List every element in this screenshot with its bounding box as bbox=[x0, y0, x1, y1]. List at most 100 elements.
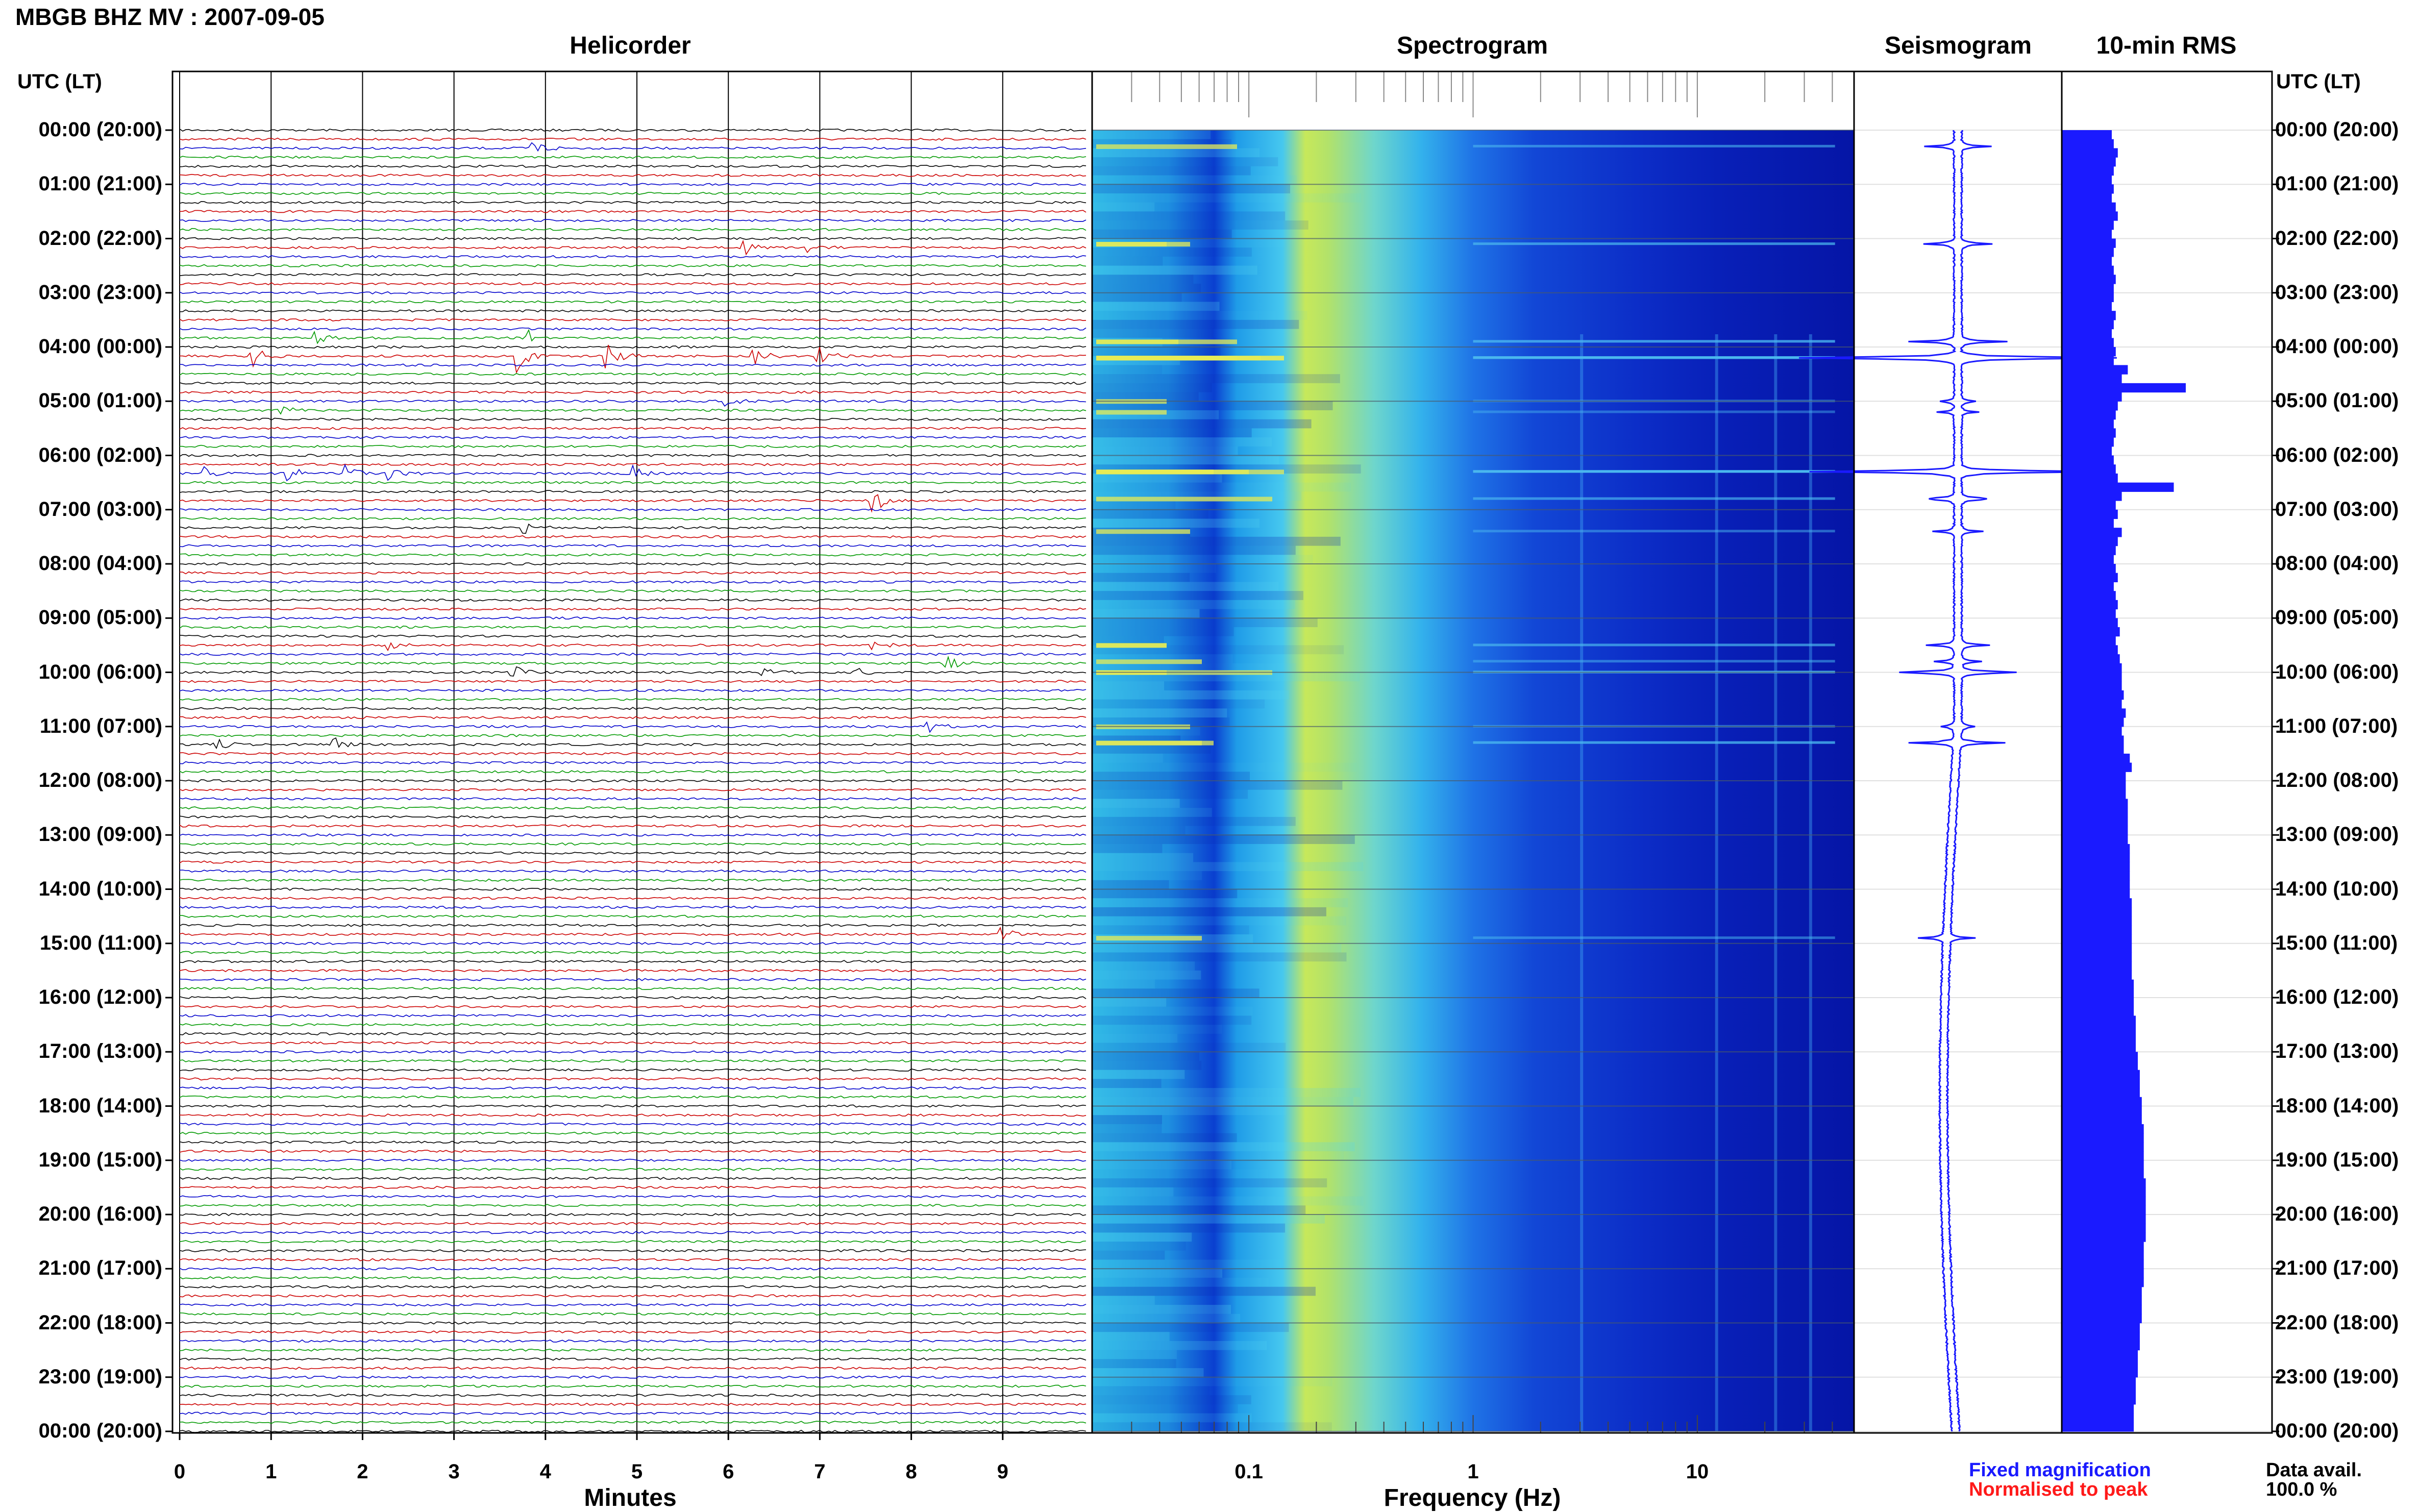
rms-bar bbox=[2062, 374, 2122, 384]
panel-frames bbox=[165, 70, 2279, 1440]
spectrogram-row-band bbox=[1092, 1242, 1186, 1251]
helicorder-trace bbox=[179, 373, 1087, 376]
spectrogram-row-band bbox=[1092, 256, 1163, 266]
helicorder-trace bbox=[179, 508, 1087, 511]
spectrogram-row-band bbox=[1092, 1250, 1165, 1260]
helicorder-trace bbox=[179, 1294, 1087, 1298]
spectrogram-row-band bbox=[1092, 428, 1252, 438]
utc-axis-label-right: UTC (LT) bbox=[2276, 70, 2361, 93]
time-tick-label-right: 21:00 (17:00) bbox=[2275, 1257, 2399, 1280]
helicorder-trace bbox=[179, 1339, 1087, 1343]
helicorder-trace bbox=[179, 869, 1087, 873]
minute-tick-label: 1 bbox=[265, 1460, 277, 1483]
spectrogram-row-band bbox=[1092, 275, 1194, 284]
spectrogram-row-band bbox=[1092, 220, 1309, 230]
rms-bar bbox=[2062, 319, 2114, 330]
spectrogram-row-band bbox=[1092, 1377, 1332, 1386]
rms-bar bbox=[2062, 491, 2122, 501]
spectrogram-row-band bbox=[1092, 582, 1279, 591]
helicorder-trace bbox=[179, 427, 1087, 430]
rms-bar bbox=[2062, 1006, 2134, 1017]
spectrogram-row-band bbox=[1092, 1214, 1325, 1224]
spectrogram-row-band bbox=[1092, 826, 1186, 835]
helicorder-trace bbox=[179, 463, 1087, 466]
spectrogram-event-line bbox=[1473, 660, 1835, 663]
spectrogram-row-band bbox=[1092, 1323, 1289, 1332]
minute-tick-label: 5 bbox=[631, 1460, 643, 1483]
spectrogram-row-band bbox=[1092, 383, 1212, 392]
time-tick-label-right: 03:00 (23:00) bbox=[2275, 281, 2399, 304]
spectrogram-row-band bbox=[1092, 555, 1313, 564]
spectrogram-row-band bbox=[1092, 1422, 1332, 1431]
helicorder-trace bbox=[179, 589, 1087, 593]
spectrogram-row-band bbox=[1092, 419, 1312, 429]
rms-bar bbox=[2062, 130, 2112, 140]
spectrogram-row-band bbox=[1092, 1269, 1223, 1278]
rms-bar bbox=[2062, 428, 2116, 438]
rms-bar bbox=[2062, 338, 2114, 348]
helicorder-trace bbox=[179, 1357, 1087, 1361]
spectrogram-row-band bbox=[1092, 1015, 1252, 1025]
rms-bar bbox=[2062, 1060, 2138, 1071]
rms-bar bbox=[2062, 961, 2132, 971]
helicorder-trace bbox=[179, 978, 1087, 981]
rms-bar bbox=[2062, 1350, 2138, 1359]
time-tick-label-right: 19:00 (15:00) bbox=[2275, 1148, 2399, 1171]
helicorder-trace bbox=[179, 1077, 1087, 1081]
helicorder-trace bbox=[179, 1402, 1087, 1406]
rms-bar bbox=[2062, 1097, 2142, 1107]
spectrogram-row-band bbox=[1092, 473, 1222, 483]
time-tick-label-left: 17:00 (13:00) bbox=[38, 1040, 162, 1063]
rms-bar bbox=[2062, 654, 2120, 664]
rms-bar bbox=[2062, 509, 2118, 519]
spectrogram-row-band bbox=[1092, 148, 1260, 158]
helicorder-trace bbox=[179, 1204, 1087, 1207]
rms-bar bbox=[2062, 880, 2130, 890]
spectrogram-harmonic-line bbox=[1809, 334, 1812, 1431]
spectrogram-row-band bbox=[1092, 1386, 1210, 1396]
spectrogram-row-band bbox=[1092, 898, 1348, 907]
rms-bar bbox=[2062, 1033, 2136, 1044]
spectrogram-event-streak bbox=[1096, 469, 1214, 475]
helicorder-trace bbox=[179, 329, 1087, 344]
time-tick-label-right: 17:00 (13:00) bbox=[2275, 1040, 2399, 1063]
helicorder-trace bbox=[179, 1321, 1087, 1325]
spectrogram-row-band bbox=[1092, 708, 1227, 718]
helicorder-trace bbox=[179, 191, 1087, 195]
rms-bar bbox=[2062, 501, 2116, 510]
spectrogram-row-band bbox=[1092, 1332, 1170, 1341]
spectrogram-row-band bbox=[1092, 880, 1169, 889]
helicorder-trace bbox=[179, 1394, 1087, 1397]
rms-bar bbox=[2062, 672, 2122, 682]
spectrogram-row-band bbox=[1092, 1205, 1306, 1214]
spectrogram-row-band bbox=[1092, 184, 1291, 193]
data-availability-value: 100.0 % bbox=[2266, 1479, 2337, 1500]
legend-normalised-to-peak: Normalised to peak bbox=[1969, 1479, 2148, 1500]
helicorder-trace bbox=[179, 715, 1087, 720]
spectrogram-row-band bbox=[1092, 329, 1214, 338]
spectrogram-row-band bbox=[1092, 907, 1326, 916]
time-tick-label-left: 15:00 (11:00) bbox=[39, 931, 162, 954]
time-tick-label-left: 02:00 (22:00) bbox=[38, 227, 162, 250]
spectrogram-row-band bbox=[1092, 1359, 1176, 1369]
time-tick-label-left: 13:00 (09:00) bbox=[38, 823, 162, 846]
spectrogram-row-band bbox=[1092, 482, 1351, 492]
rms-bar bbox=[2062, 789, 2126, 800]
rms-bar bbox=[2062, 1386, 2136, 1396]
helicorder-trace bbox=[179, 926, 1087, 940]
spectrogram-row-band bbox=[1092, 1395, 1251, 1404]
rms-bar bbox=[2062, 184, 2114, 194]
rms-bar bbox=[2062, 1205, 2146, 1215]
spectrogram-event-line bbox=[1473, 643, 1835, 647]
helicorder-trace bbox=[179, 1249, 1087, 1252]
rms-bar bbox=[2062, 1115, 2142, 1125]
rms-bar bbox=[2062, 365, 2128, 375]
utc-axis-label-left: UTC (LT) bbox=[17, 70, 102, 93]
helicorder-trace bbox=[179, 951, 1087, 954]
time-tick-label-right: 08:00 (04:00) bbox=[2275, 552, 2399, 575]
time-tick-label-left: 11:00 (07:00) bbox=[39, 714, 162, 737]
helicorder-trace bbox=[179, 707, 1087, 710]
spectrogram-event-streak bbox=[1096, 529, 1190, 534]
rms-bar bbox=[2062, 202, 2116, 212]
rms-bar bbox=[2062, 536, 2118, 547]
